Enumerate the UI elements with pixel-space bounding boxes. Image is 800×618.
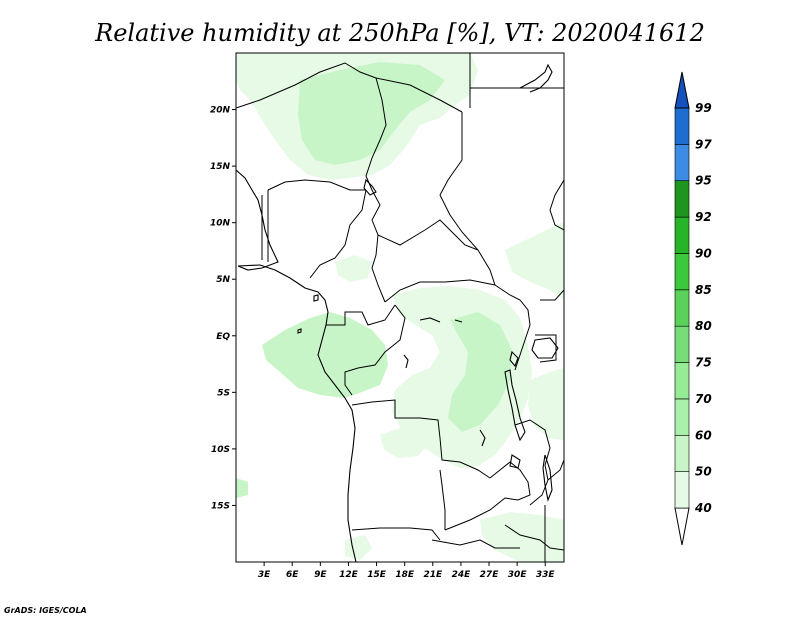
y-tick-label: 5S [217, 388, 230, 398]
y-tick-label: 15S [211, 501, 230, 511]
border-car-north [377, 219, 479, 251]
colorbar-swatch [674, 180, 690, 218]
y-tick-label: 15N [210, 162, 231, 172]
humidity-region-congo-core [448, 312, 512, 432]
colorbar-label: 40 [694, 501, 712, 515]
x-tick-label: 27E [480, 570, 500, 580]
border-libya-chad [375, 77, 463, 113]
humidity-shading [236, 53, 564, 562]
border-east-africa [494, 284, 531, 371]
y-tick-label: 10S [211, 445, 230, 455]
map-plot-area [235, 52, 565, 563]
colorbar-swatch [674, 325, 690, 363]
x-tick-label: 6E [286, 570, 299, 580]
y-tick-label: 20N [210, 106, 231, 116]
x-tick-label: 15E [367, 570, 387, 580]
colorbar-max-triangle [674, 71, 690, 109]
border-southern [431, 505, 546, 562]
colorbar-swatch [674, 144, 690, 182]
y-tick-label: 5N [216, 275, 230, 285]
colorbar-swatch [674, 362, 690, 400]
border-nigeria-cameroon [309, 189, 367, 279]
border-angola-namibia [351, 527, 441, 541]
humidity-patch-angola [380, 428, 428, 458]
humidity-patch-southeast [480, 512, 564, 562]
chart-title: Relative humidity at 250hPa [%], VT: 202… [94, 19, 705, 47]
border-zambia-drc [444, 461, 531, 531]
lake-tanganyika [504, 369, 526, 442]
humidity-region-west [262, 312, 388, 398]
x-tick-label: 21E [423, 570, 443, 580]
humidity-region-east [505, 222, 564, 300]
colorbar-label: 92 [695, 210, 712, 224]
colorbar-label: 97 [695, 137, 712, 151]
colorbar-swatch [674, 216, 690, 254]
humidity-region-north-core [298, 62, 445, 165]
colorbar-swatch [674, 434, 690, 472]
border-car-congo [384, 279, 496, 303]
colorbar-label: 50 [695, 465, 712, 479]
border-mozambique [504, 459, 564, 551]
lake-chad [363, 178, 377, 196]
colorbar-label: 80 [695, 319, 712, 333]
x-tick-label: 18E [395, 570, 415, 580]
border-angola-drc [351, 399, 491, 479]
congo-river [403, 317, 486, 447]
colorbar-label: 90 [695, 246, 712, 260]
coastline-gulf-guinea [237, 264, 357, 562]
border-sudan-ethiopia [549, 179, 564, 231]
humidity-patch-southwest [236, 478, 248, 498]
x-tick-label: 33E [536, 570, 556, 580]
x-axis: 3E 6E 9E 12E 15E 18E 21E 24E 27E 30E 33E [258, 562, 556, 580]
x-tick-label: 3E [258, 570, 271, 580]
colorbar-swatch [674, 107, 690, 145]
y-tick-label: EQ [216, 332, 230, 342]
colorbar-label: 85 [695, 283, 712, 297]
bioko-island [313, 294, 319, 302]
lake-malawi [542, 454, 553, 502]
coastline-northeast [519, 63, 553, 93]
colorbar-swatch [674, 398, 690, 436]
border-kenya-uganda [535, 289, 564, 363]
sao-tome-island [297, 328, 302, 334]
border-cameroon-car [371, 219, 386, 303]
lake-victoria [531, 337, 559, 359]
colorbar-swatch [674, 289, 690, 327]
border-gabon [326, 304, 396, 326]
colorbar-label: 99 [695, 101, 712, 115]
border-tanzania [514, 419, 551, 506]
colorbar-min-triangle [674, 507, 690, 546]
border-mali-niger [236, 62, 377, 109]
colorbar-swatch [674, 471, 690, 509]
colorbar-label: 70 [695, 392, 712, 406]
border-benin-togo [261, 190, 269, 262]
country-borders [236, 53, 564, 562]
y-axis: 20N 15N 10N 5N EQ 5S 10S 15S [210, 106, 236, 511]
border-nigeria-north [267, 179, 366, 191]
x-tick-label: 12E [339, 570, 359, 580]
lake-kivu [509, 350, 519, 368]
colorbar-swatch [674, 253, 690, 291]
credit-text: GrADS: IGES/COLA [4, 606, 87, 615]
colorbar-label: 75 [695, 356, 712, 370]
colorbar: 40 50 60 70 75 80 85 90 92 95 97 99 [674, 71, 712, 546]
colorbar-label: 60 [695, 428, 712, 442]
colorbar-label: 95 [695, 174, 712, 188]
lake-mweru [509, 454, 521, 469]
border-chad-sudan [439, 112, 496, 286]
humidity-region-east-south [528, 368, 564, 440]
x-tick-label: 24E [452, 570, 472, 580]
border-congo-drc [344, 304, 406, 396]
x-tick-label: 9E [314, 570, 327, 580]
plot-frame [235, 52, 565, 563]
coastline-west-africa [236, 169, 279, 271]
border-angola-zambia [439, 469, 446, 530]
border-niger-chad [365, 77, 387, 221]
humidity-patch-central [335, 255, 372, 282]
x-tick-label: 30E [508, 570, 528, 580]
y-tick-label: 10N [210, 219, 231, 229]
